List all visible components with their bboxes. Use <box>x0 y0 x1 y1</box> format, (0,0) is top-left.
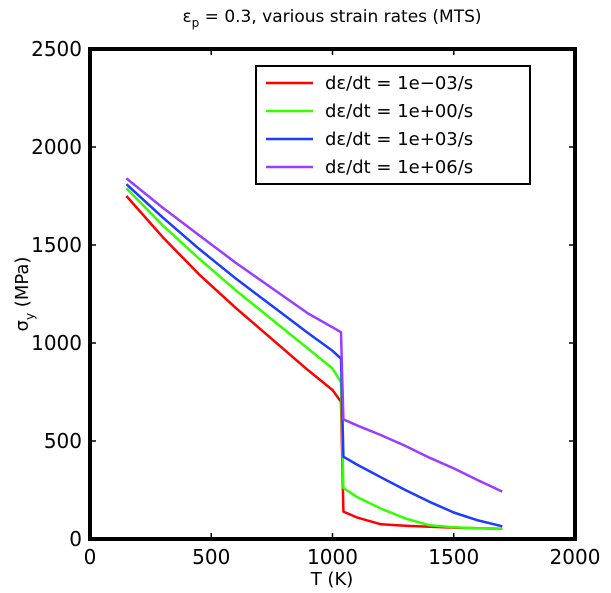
chart-title: εp = 0.3, various strain rates (MTS) <box>182 7 481 30</box>
x-tick-label: 1000 <box>307 545 358 569</box>
x-tick-label: 500 <box>192 545 230 569</box>
x-tick-label: 1500 <box>428 545 479 569</box>
y-tick-label: 2500 <box>31 37 82 61</box>
series-lines <box>125 177 503 531</box>
x-tick-label: 2000 <box>550 545 601 569</box>
legend-box <box>255 65 531 185</box>
legend: dε/dt = 1e−03/s dε/dt = 1e+00/s dε/dt = 1e… <box>255 65 531 185</box>
y-tick-label: 1000 <box>31 331 82 355</box>
x-axis-title: T (K) <box>310 569 354 590</box>
y-tick-label: 500 <box>44 429 82 453</box>
y-tick-label: 0 <box>69 527 82 551</box>
y-axis: 0 500 1000 1500 2000 2500 <box>31 37 575 551</box>
legend-label-3: dε/dt = 1e+03/s <box>325 129 473 150</box>
legend-label-1: dε/dt = 1e−03/s <box>325 73 473 94</box>
legend-label-4: dε/dt = 1e+06/s <box>325 157 473 178</box>
x-tick-label: 0 <box>84 545 97 569</box>
y-tick-label: 1500 <box>31 233 82 257</box>
y-tick-label: 2000 <box>31 135 82 159</box>
y-axis-title: σy (MPa) <box>12 257 37 332</box>
x-axis: 0 500 1000 1500 2000 <box>84 49 601 569</box>
legend-label-2: dε/dt = 1e+00/s <box>325 101 473 122</box>
series-line-4 <box>125 177 503 493</box>
